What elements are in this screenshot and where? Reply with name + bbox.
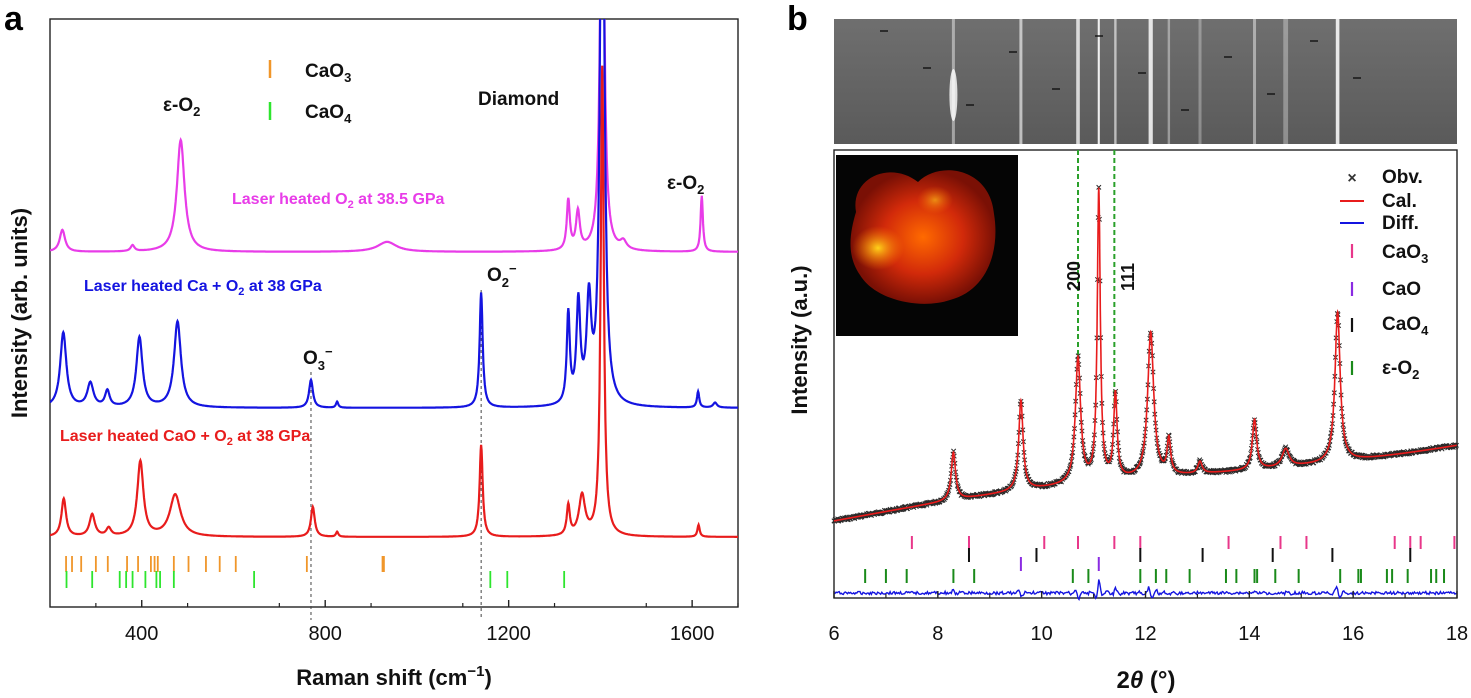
detector-ring-7 bbox=[1198, 19, 1202, 144]
detector-ring-2 bbox=[1076, 19, 1080, 144]
detector-dark-speck-7 bbox=[1181, 109, 1189, 111]
sample-inset-image bbox=[836, 155, 1018, 336]
detector-ring-5 bbox=[1148, 19, 1153, 144]
detector-dark-speck-4 bbox=[1052, 88, 1060, 90]
series-label-ca-o2: Laser heated Ca + O2 at 38 GPa bbox=[84, 278, 322, 298]
legend-label-cao4: CaO4 bbox=[305, 102, 352, 126]
x-axis-label-a: Raman shift (cm−1) bbox=[296, 663, 492, 690]
detector-ring-8 bbox=[1253, 19, 1257, 144]
raman-spectra bbox=[50, 19, 738, 538]
y-axis-label-b: Intensity (a.u.) bbox=[787, 265, 812, 414]
annotation-eps-o2-left: ε-O2 bbox=[163, 95, 200, 119]
x-axis-b: 6 8 10 12 14 16 18 bbox=[828, 591, 1468, 645]
series-line-0 bbox=[50, 19, 738, 253]
detector-ring-10 bbox=[1335, 19, 1340, 144]
legend-label-obv: Obv. bbox=[1382, 167, 1423, 188]
diffraction-detector-image bbox=[834, 19, 1457, 144]
x-tick-label-a-400: 400 bbox=[125, 623, 158, 645]
detector-dark-speck-2 bbox=[966, 104, 974, 106]
guide-lines-b bbox=[1077, 150, 1116, 407]
legend-marker-obv: × bbox=[1347, 170, 1356, 187]
y-axis-label-a: Intensity (arb. units) bbox=[7, 208, 32, 418]
detector-dark-speck-0 bbox=[880, 30, 888, 32]
series-line-2 bbox=[50, 65, 738, 538]
series-line-1 bbox=[50, 19, 738, 409]
x-tick-label-b-8: 8 bbox=[932, 623, 943, 645]
legend-label-cao3: CaO3 bbox=[305, 61, 351, 85]
x-tick-label-b-6: 6 bbox=[828, 623, 839, 645]
detector-ring-1 bbox=[1019, 19, 1023, 144]
reference-lines-a bbox=[310, 290, 482, 620]
detector-ring-3 bbox=[1097, 19, 1100, 144]
legend-label-diff: Diff. bbox=[1382, 213, 1419, 234]
detector-dark-speck-3 bbox=[1009, 51, 1017, 53]
x-tick-label-a-1600: 1600 bbox=[670, 623, 715, 645]
detector-spot bbox=[949, 69, 958, 121]
x-tick-label-b-18: 18 bbox=[1446, 623, 1468, 645]
annotation-o2-minus: O2− bbox=[487, 261, 517, 290]
detector-ring-9 bbox=[1283, 19, 1289, 144]
detector-dark-speck-9 bbox=[1267, 93, 1275, 95]
legend-label-cao4-b: CaO4 bbox=[1382, 314, 1429, 338]
detector-dark-speck-11 bbox=[1353, 77, 1361, 79]
x-tick-label-b-14: 14 bbox=[1238, 623, 1260, 645]
panel-b: b 6 8 10 12 14 16 18 200 111 × Obv. Cal. Di bbox=[787, 0, 1468, 694]
legend-label-cao3-b: CaO3 bbox=[1382, 242, 1428, 266]
guide-label-200: 200 bbox=[1064, 261, 1084, 291]
calculated-line bbox=[833, 187, 1457, 522]
panel-a: a 400 800 1200 1600 Laser heated O2 at 38.5… bbox=[4, 0, 739, 690]
x-tick-label-a-1200: 1200 bbox=[486, 623, 531, 645]
phase-ticks-b bbox=[864, 536, 1456, 583]
detector-ring-4 bbox=[1114, 19, 1117, 144]
annotation-diamond: Diamond bbox=[478, 89, 559, 110]
series-label-o2: Laser heated O2 at 38.5 GPa bbox=[232, 191, 445, 211]
x-axis-label-b: 2θ (°) bbox=[1117, 667, 1176, 694]
legend-label-eps-o2-b: ε-O2 bbox=[1382, 358, 1419, 382]
detector-dark-speck-8 bbox=[1224, 56, 1232, 58]
x-tick-label-b-12: 12 bbox=[1134, 623, 1156, 645]
series-label-cao-o2: Laser heated CaO + O2 at 38 GPa bbox=[60, 428, 310, 448]
plot-frame-a bbox=[49, 18, 739, 608]
x-tick-label-b-16: 16 bbox=[1342, 623, 1364, 645]
panel-letter-b: b bbox=[787, 0, 808, 38]
detector-dark-speck-6 bbox=[1138, 72, 1146, 74]
legend-label-cao-b: CaO bbox=[1382, 279, 1421, 300]
annotation-eps-o2-right: ε-O2 bbox=[667, 173, 704, 197]
detector-dark-speck-10 bbox=[1310, 40, 1318, 42]
x-axis-a: 400 800 1200 1600 bbox=[95, 600, 739, 645]
guide-label-111: 111 bbox=[1118, 263, 1138, 291]
x-tick-label-a-800: 800 bbox=[309, 623, 342, 645]
detector-ring-6 bbox=[1167, 19, 1171, 144]
phase-ticks-a bbox=[65, 556, 566, 588]
legend-label-cal: Cal. bbox=[1382, 191, 1417, 212]
detector-dark-speck-1 bbox=[923, 67, 931, 69]
detector-dark-speck-5 bbox=[1095, 35, 1103, 37]
x-tick-label-b-10: 10 bbox=[1031, 623, 1053, 645]
panel-letter-a: a bbox=[4, 0, 24, 38]
annotation-o3-minus: O3− bbox=[303, 344, 333, 373]
legend-b: × Obv. Cal. Diff. CaO3 CaO CaO4 ε-O2 bbox=[1340, 167, 1429, 382]
